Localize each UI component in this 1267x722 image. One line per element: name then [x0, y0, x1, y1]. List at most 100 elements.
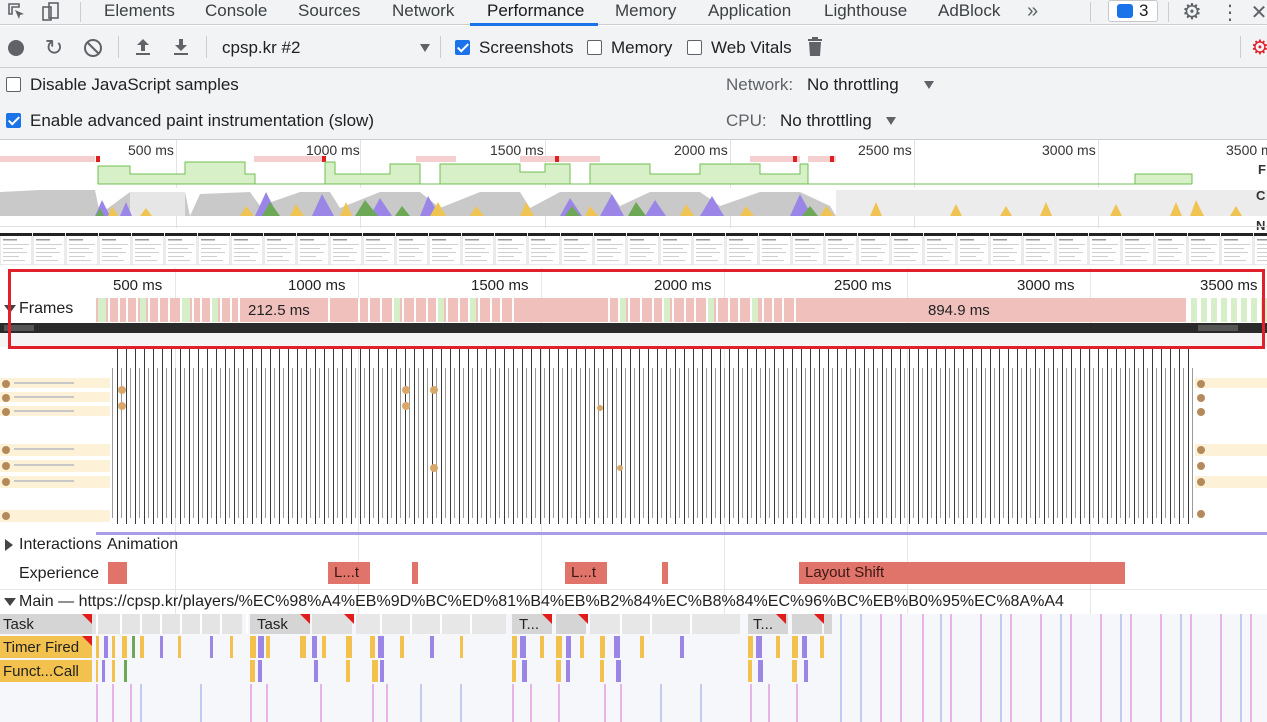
layout-shift-block[interactable]: L...t	[565, 562, 607, 584]
tab-network[interactable]: Network	[392, 1, 455, 20]
track-divider	[0, 589, 1267, 590]
web-vitals-checkbox[interactable]	[687, 40, 702, 55]
issues-count: 3	[1139, 1, 1149, 20]
main-task-label[interactable]: T...	[753, 616, 774, 633]
cpu-throttling-chevron-icon[interactable]	[886, 117, 896, 125]
network-throttling-chevron-icon[interactable]	[924, 81, 934, 89]
track-divider	[96, 532, 1267, 535]
record-button-icon[interactable]	[8, 40, 24, 56]
overview-tick-label: 3500 ms	[1226, 142, 1267, 158]
device-toolbar-icon[interactable]	[40, 2, 62, 22]
overview-tick-label: 3000 ms	[1042, 142, 1096, 158]
timer-fired-label[interactable]: Timer Fired	[3, 639, 80, 656]
main-collapse-triangle-icon[interactable]	[4, 598, 16, 606]
layout-shift-block[interactable]: L...t	[328, 562, 370, 584]
ruler-tick-label: 500 ms	[113, 277, 163, 294]
main-thread-title[interactable]: Main — https://cpsp.kr/players/%EC%98%A4…	[19, 593, 1064, 610]
overview-tick-label: 500 ms	[128, 142, 174, 158]
advanced-paint-checkbox[interactable]	[6, 113, 21, 128]
devtools-tab-bar: Elements Console Sources Network Perform…	[0, 0, 1267, 26]
tab-sources[interactable]: Sources	[298, 1, 361, 20]
tab-separator	[80, 2, 81, 22]
disable-js-samples-label: Disable JavaScript samples	[30, 75, 239, 94]
ruler-tick-label: 1500 ms	[471, 277, 529, 294]
cpu-track-label: C	[1256, 188, 1266, 203]
tab-lighthouse[interactable]: Lighthouse	[824, 1, 908, 20]
network-throttling-label: Network:	[726, 75, 794, 94]
memory-label: Memory	[611, 38, 673, 57]
layout-shift-block[interactable]	[412, 562, 418, 584]
frames-screenshot-content	[0, 348, 1267, 524]
clear-icon[interactable]	[82, 37, 104, 59]
experience-track-title[interactable]: Experience	[19, 565, 100, 582]
frames-highlight-box	[8, 269, 1265, 349]
disable-js-samples-checkbox[interactable]	[6, 77, 21, 92]
main-thread-flame[interactable]	[0, 614, 1267, 722]
toolbar-separator	[1240, 36, 1241, 58]
close-devtools-icon[interactable]: ✕	[1250, 1, 1267, 24]
ruler-tick-label: 2500 ms	[834, 277, 892, 294]
active-tab-indicator	[470, 23, 598, 26]
overview-tick-label: 1500 ms	[490, 142, 544, 158]
network-track-label: N	[1256, 218, 1265, 233]
ruler-tick-label: 3000 ms	[1017, 277, 1075, 294]
screenshots-label: Screenshots	[479, 38, 574, 57]
overview-tick-label: 1000 ms	[306, 142, 360, 158]
message-icon	[1117, 4, 1133, 18]
network-throttling-select[interactable]: No throttling	[807, 75, 899, 94]
frame-duration-label: 894.9 ms	[928, 302, 990, 319]
toolbar-separator	[206, 36, 207, 58]
more-options-kebab-icon[interactable]: ⋮	[1220, 1, 1240, 24]
cpu-overview-strip	[0, 188, 1267, 216]
performance-toolbar: ↻ cpsp.kr #2 Screenshots Memory Web Vita…	[0, 26, 1267, 68]
tab-separator	[1168, 2, 1169, 22]
tab-adblock[interactable]: AdBlock	[938, 1, 1001, 20]
main-task-label[interactable]: T...	[519, 616, 540, 633]
main-task-label[interactable]: Task	[257, 616, 288, 633]
tab-console[interactable]: Console	[205, 1, 268, 20]
layout-shift-block[interactable]	[108, 562, 127, 584]
frames-track-title[interactable]: Frames	[19, 300, 74, 317]
frames-bars[interactable]	[96, 298, 1267, 322]
reload-record-icon[interactable]: ↻	[44, 35, 64, 60]
function-call-label[interactable]: Funct...Call	[3, 663, 79, 680]
profile-select-chevron-icon[interactable]	[420, 44, 430, 52]
tab-separator	[1090, 2, 1091, 22]
fps-overview-strip	[0, 156, 1193, 185]
fps-track-label: F	[1258, 162, 1266, 177]
interactions-expand-triangle-icon[interactable]	[5, 539, 13, 551]
web-vitals-label: Web Vitals	[711, 38, 792, 57]
more-tabs-chevron-icon[interactable]: »	[1027, 0, 1039, 22]
profile-select[interactable]: cpsp.kr #2	[222, 38, 301, 57]
cpu-throttling-label: CPU:	[726, 111, 767, 130]
flame-chart[interactable]: 500 ms 1000 ms 1500 ms 2000 ms 2500 ms 3…	[0, 268, 1267, 722]
issues-counter-button[interactable]: 3	[1108, 0, 1158, 22]
memory-checkbox[interactable]	[587, 40, 602, 55]
capture-settings-gear-icon[interactable]: ⚙	[1251, 36, 1267, 59]
tab-application[interactable]: Application	[708, 1, 792, 20]
upload-profile-icon[interactable]	[132, 36, 154, 58]
timeline-overview[interactable]: 500 ms 1000 ms 1500 ms 2000 ms 2500 ms 3…	[0, 140, 1267, 268]
ruler-tick-label: 3500 ms	[1200, 277, 1258, 294]
capture-settings-pane: Disable JavaScript samples Enable advanc…	[0, 68, 1267, 140]
overview-tick-label: 2500 ms	[858, 142, 912, 158]
ruler-tick-label: 2000 ms	[654, 277, 712, 294]
screenshots-checkbox[interactable]	[455, 40, 470, 55]
toolbar-separator	[118, 36, 119, 58]
overview-tick-label: 2000 ms	[674, 142, 728, 158]
main-task-label[interactable]: Task	[3, 616, 34, 633]
layout-shift-block[interactable]: Layout Shift	[799, 562, 1125, 584]
trash-icon[interactable]	[804, 36, 826, 58]
tab-elements[interactable]: Elements	[104, 1, 175, 20]
inspect-element-icon[interactable]	[6, 2, 28, 22]
overview-divider	[0, 226, 1267, 227]
tab-performance[interactable]: Performance	[487, 1, 585, 20]
download-profile-icon[interactable]	[170, 36, 192, 58]
layout-shift-block[interactable]	[662, 562, 668, 584]
interactions-track-title[interactable]: Interactions	[19, 536, 102, 553]
cpu-throttling-select[interactable]: No throttling	[780, 111, 872, 130]
settings-gear-icon[interactable]: ⚙	[1182, 0, 1202, 24]
animation-track-title[interactable]: Animation	[107, 536, 179, 553]
frames-screenshot-strip	[0, 323, 1267, 347]
tab-memory[interactable]: Memory	[615, 1, 677, 20]
